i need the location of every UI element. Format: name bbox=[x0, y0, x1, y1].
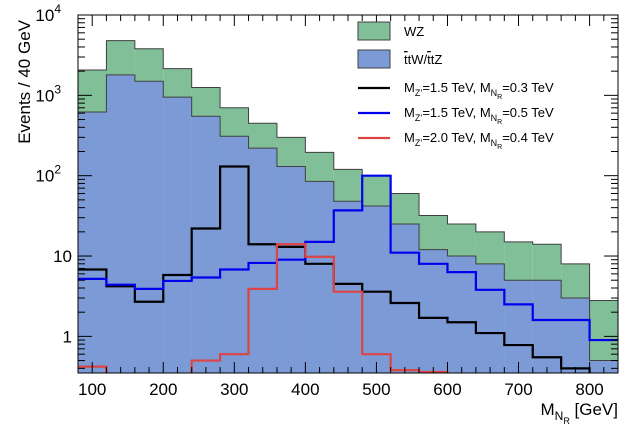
x-tick-label: 500 bbox=[362, 380, 390, 399]
ttw-ttz-bar bbox=[561, 298, 590, 373]
ttw-ttz-bar bbox=[419, 249, 448, 373]
ttw-ttz-bar bbox=[163, 97, 192, 373]
legend-label-signal-1: MZ’=1.5 TeV, MNR=0.3 TeV bbox=[404, 80, 554, 101]
x-tick-label: 200 bbox=[149, 380, 177, 399]
ttw-ttz-bar bbox=[504, 280, 533, 373]
x-tick-label: 600 bbox=[433, 380, 461, 399]
y-tick-label: 1 bbox=[63, 327, 72, 346]
signal-lines bbox=[78, 165, 618, 373]
legend-label-wz: WZ bbox=[404, 24, 424, 39]
y-tick-label: 10 bbox=[53, 247, 72, 266]
y-tick-label: 103 bbox=[35, 82, 61, 105]
ttw-ttz-bar bbox=[191, 116, 221, 373]
ttw-ttz-bar bbox=[589, 360, 618, 373]
x-tick-label: 100 bbox=[78, 380, 106, 399]
legend-label-signal-3: MZ’=2.0 TeV, MNR=0.4 TeV bbox=[404, 130, 554, 151]
legend-label-ttv: ttW/ttZ bbox=[404, 52, 442, 67]
legend-label-signal-2: MZ’=1.5 TeV, MNR=0.5 TeV bbox=[404, 105, 554, 126]
ttw-ttz-bar bbox=[333, 201, 363, 373]
ttw-ttz-bar bbox=[532, 280, 562, 373]
x-tick-label: 300 bbox=[220, 380, 248, 399]
ttw-ttz-bar bbox=[390, 224, 420, 373]
ttw-ttz-bar bbox=[220, 136, 249, 373]
legend-swatch-ttv bbox=[357, 49, 391, 69]
ttw-ttz-bar bbox=[362, 205, 391, 373]
wz-outline bbox=[78, 40, 618, 301]
signal-line-1 bbox=[78, 165, 591, 373]
ttw-ttz-bar bbox=[78, 112, 107, 373]
ttw-ttz-bar bbox=[134, 81, 164, 373]
ttw-ttz-bar bbox=[447, 256, 476, 373]
x-tick-label: 700 bbox=[504, 380, 532, 399]
ttw-ttz-bar bbox=[106, 74, 135, 373]
legend: WZ ttW/ttZ MZ’=1.5 TeV, MNR=0.3 TeV MZ’=1.5… bbox=[357, 21, 554, 151]
x-tick-label: 400 bbox=[291, 380, 319, 399]
ttw-ttz-bar bbox=[305, 181, 334, 373]
legend-swatch-wz bbox=[357, 21, 391, 41]
ttw-ttz-bar bbox=[248, 148, 277, 373]
y-tick-label: 104 bbox=[35, 2, 61, 25]
ttw-ttz-outline bbox=[78, 74, 618, 362]
ttw-ttz-series bbox=[78, 74, 618, 373]
ttw-ttz-bar bbox=[276, 166, 306, 373]
y-axis-title: Events / 40 GeV bbox=[15, 19, 34, 143]
stacked-fills bbox=[78, 40, 618, 373]
y-tick-label: 102 bbox=[35, 163, 61, 186]
x-tick-label: 800 bbox=[575, 380, 603, 399]
signal-line-3 bbox=[78, 243, 449, 373]
axes: 100 200 300 400 500 600 700 800 1 10 102 103 104Even… bbox=[15, 2, 619, 424]
ttw-ttz-bar bbox=[475, 263, 505, 373]
signal-line-2 bbox=[78, 174, 618, 342]
x-axis-title: MNR [GeV] bbox=[540, 400, 618, 424]
